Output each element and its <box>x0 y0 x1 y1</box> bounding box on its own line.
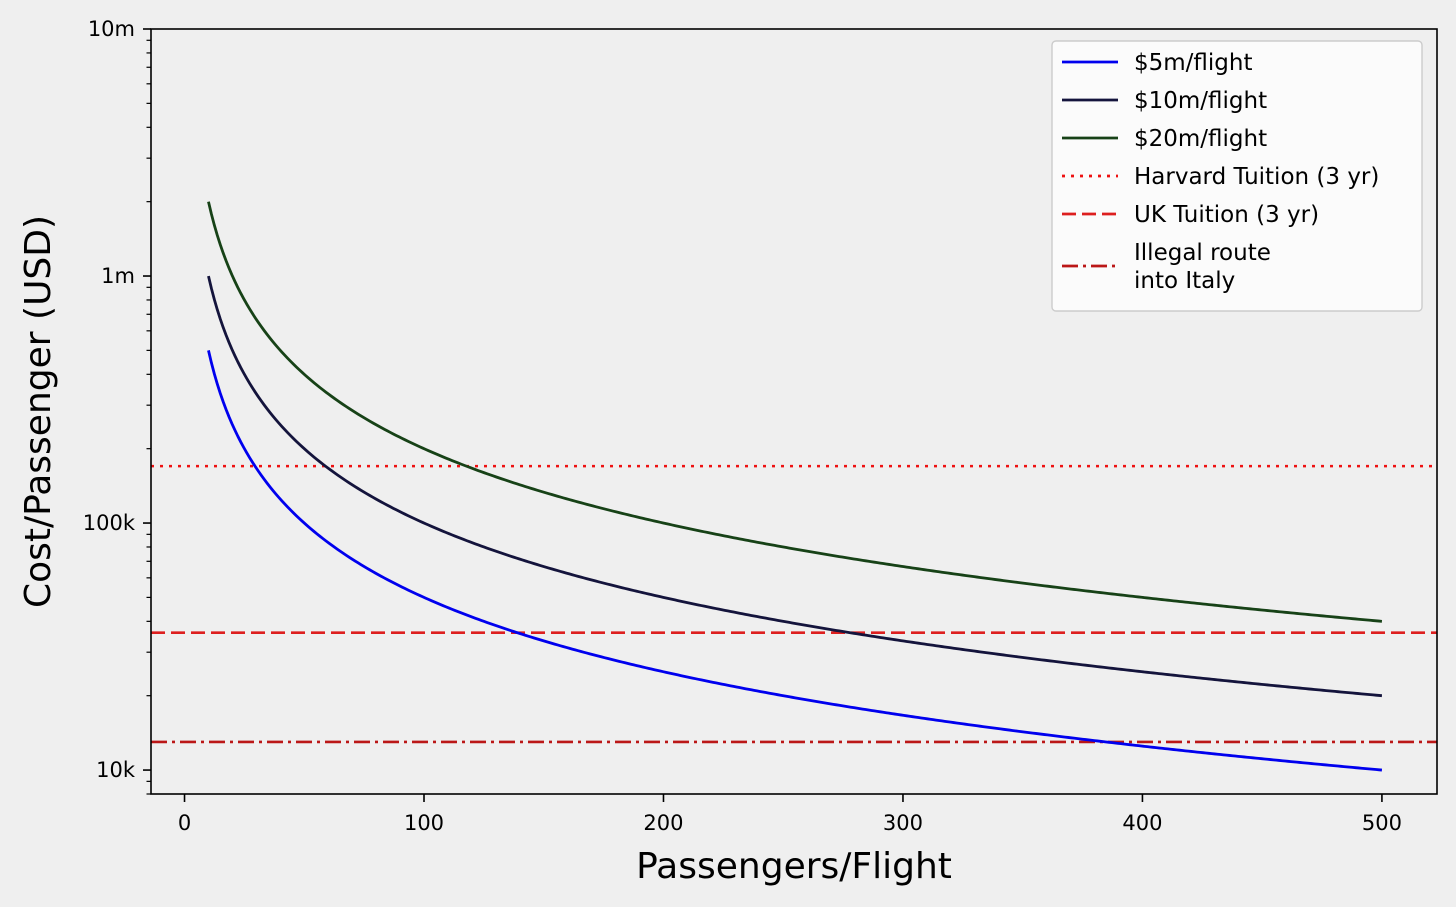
legend-label-4: UK Tuition (3 yr) <box>1134 202 1319 228</box>
x-axis-title: Passengers/Flight <box>636 846 952 887</box>
legend-label-5-1: into Italy <box>1134 268 1235 294</box>
y-tick-label-2: 1m <box>101 264 135 288</box>
legend-box <box>1051 40 1423 312</box>
x-tick-label-4: 400 <box>1122 811 1162 835</box>
x-tick-label-0: 0 <box>178 811 191 835</box>
legend-label-1: $10m/flight <box>1134 88 1267 114</box>
y-tick-label-1: 100k <box>83 511 136 535</box>
series-line-1 <box>207 275 1383 698</box>
axes: 0 100 200 300 400 500 10k 100k 1m 10m <box>83 17 1438 835</box>
axes-frame <box>150 28 1438 795</box>
x-tick-label-5: 500 <box>1362 811 1402 835</box>
series-line-0 <box>207 350 1383 772</box>
legend-label-5-0: Illegal route <box>1134 240 1271 266</box>
legend-label-2: $20m/flight <box>1134 126 1267 152</box>
legend: $5m/flight $10m/flight $20m/flight Harvard … <box>1051 40 1423 312</box>
x-tick-label-3: 300 <box>883 811 923 835</box>
y-tick-label-3: 10m <box>88 17 135 41</box>
x-tick-label-1: 100 <box>404 811 444 835</box>
series-lines <box>207 201 1383 772</box>
y-tick-label-0: 10k <box>96 758 136 782</box>
x-tick-label-2: 200 <box>643 811 683 835</box>
legend-label-3: Harvard Tuition (3 yr) <box>1134 164 1379 190</box>
legend-label-0: $5m/flight <box>1134 50 1253 76</box>
reference-lines <box>151 464 1437 744</box>
y-axis-title: Cost/Passenger (USD) <box>18 215 59 608</box>
series-line-2 <box>207 201 1383 623</box>
